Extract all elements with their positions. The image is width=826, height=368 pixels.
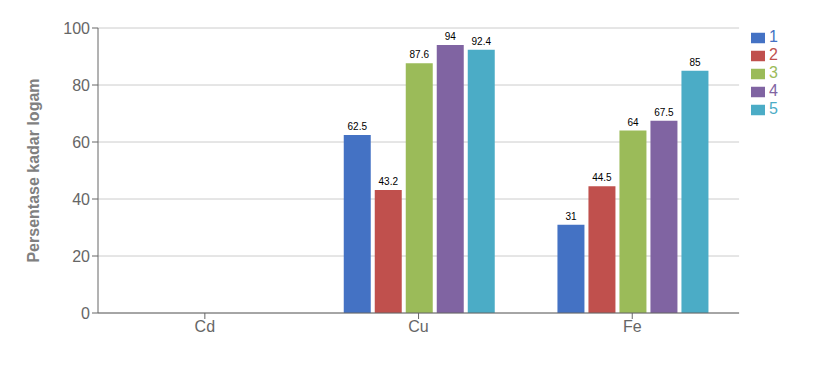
svg-text:100: 100 bbox=[63, 20, 90, 37]
svg-text:80: 80 bbox=[72, 77, 90, 94]
svg-text:44.5: 44.5 bbox=[592, 172, 612, 183]
svg-text:0: 0 bbox=[81, 305, 90, 322]
svg-text:85: 85 bbox=[689, 57, 701, 68]
svg-text:43.2: 43.2 bbox=[379, 176, 399, 187]
html-text:2: 2 bbox=[769, 46, 778, 63]
svg-text:62.5: 62.5 bbox=[348, 121, 368, 132]
html-text:5: 5 bbox=[769, 100, 778, 117]
svg-text:64: 64 bbox=[627, 117, 639, 128]
svg-text:Cu: Cu bbox=[408, 318, 428, 335]
svg-text:Cd: Cd bbox=[195, 318, 215, 335]
svg-text:40: 40 bbox=[72, 191, 90, 208]
svg-text:31: 31 bbox=[565, 211, 577, 222]
html-text:3: 3 bbox=[769, 64, 778, 81]
svg-text:60: 60 bbox=[72, 134, 90, 151]
svg-text:Fe: Fe bbox=[623, 318, 642, 335]
svg-text:92.4: 92.4 bbox=[472, 36, 492, 47]
html-text:1: 1 bbox=[769, 28, 778, 45]
svg-text:67.5: 67.5 bbox=[654, 107, 674, 118]
svg-text:87.6: 87.6 bbox=[410, 49, 430, 60]
svg-text:94: 94 bbox=[445, 31, 457, 42]
html-text:4: 4 bbox=[769, 82, 778, 99]
svg-text:Persentase kadar logam: Persentase kadar logam bbox=[25, 78, 42, 262]
svg-text:20: 20 bbox=[72, 248, 90, 265]
